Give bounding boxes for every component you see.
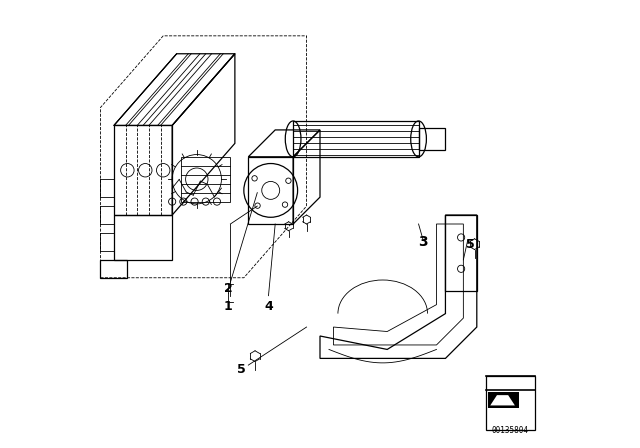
Text: 2: 2 [224,282,232,296]
Text: 00135804: 00135804 [492,426,529,435]
Polygon shape [488,392,520,408]
Text: 5: 5 [237,363,246,376]
Text: 1: 1 [224,300,232,314]
Text: 4: 4 [264,300,273,314]
Text: 5: 5 [466,237,474,251]
Polygon shape [490,395,515,405]
Text: 3: 3 [418,235,428,249]
